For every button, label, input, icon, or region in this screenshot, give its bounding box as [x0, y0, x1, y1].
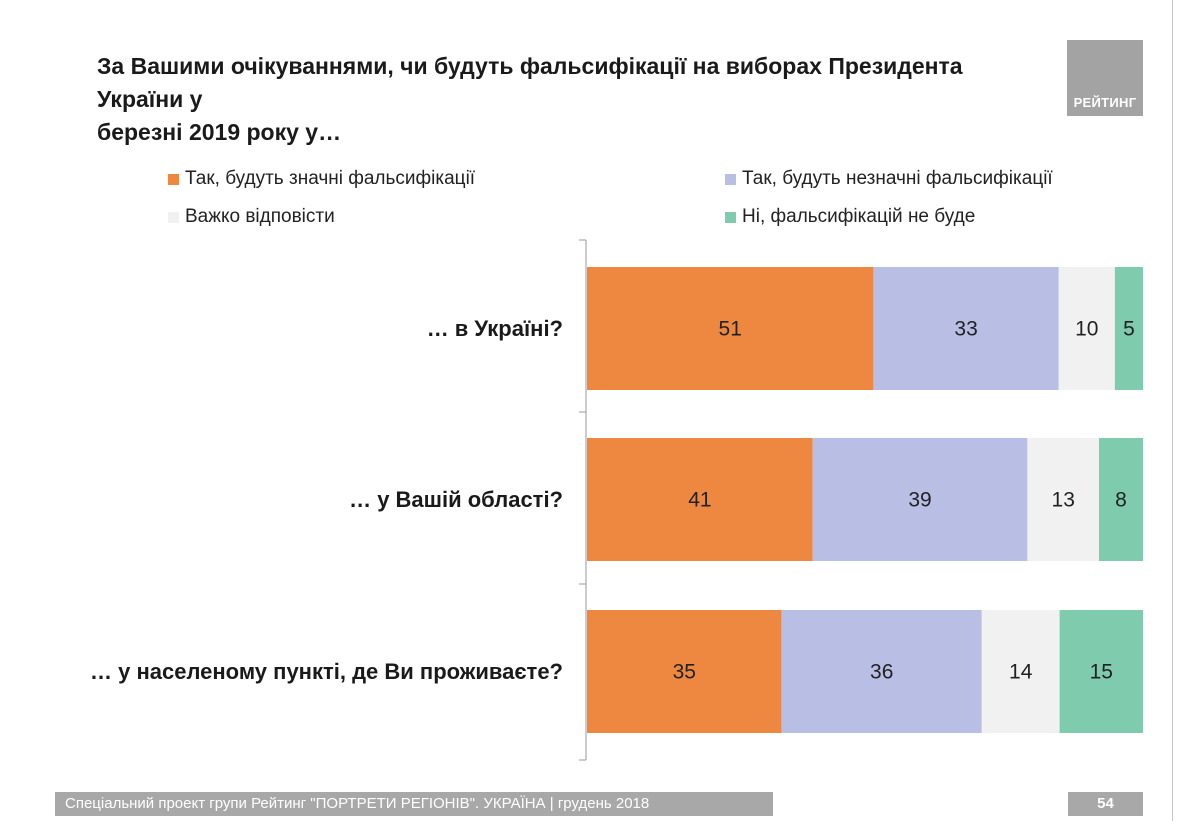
data-label-significant-0: 51 — [719, 318, 742, 341]
bar-segment-hard-to-say-2 — [981, 610, 1060, 733]
data-label-significant-2: 35 — [673, 661, 696, 684]
data-label-hard-to-say-1: 13 — [1052, 489, 1075, 512]
legend-label-significant: Так, будуть значні фальсифікації — [185, 168, 476, 189]
legend-item-none: Ні, фальсифікацій не буде — [725, 206, 975, 228]
bar-segment-none-2 — [1059, 610, 1143, 733]
bar-segment-significant-1 — [587, 438, 813, 561]
bar-segment-insignificant-1 — [812, 438, 1028, 561]
page-right-border — [1172, 0, 1173, 821]
bar-segment-hard-to-say-0 — [1058, 267, 1115, 390]
data-label-insignificant-2: 36 — [870, 661, 893, 684]
bar-segment-insignificant-0 — [873, 267, 1059, 390]
rating-logo-text: РЕЙТИНГ — [1073, 95, 1137, 110]
legend-item-hard-to-say: Важко відповісти — [168, 206, 335, 228]
legend-item-insignificant: Так, будуть незначні фальсифікації — [725, 168, 1053, 190]
legend-swatch-none — [725, 211, 736, 223]
footer-bar: Спеціальний проект групи Рейтинг "ПОРТРЕ… — [55, 792, 773, 816]
category-label-settlement: … у населеному пункті, де Ви проживаєте? — [90, 659, 563, 684]
legend-label-hard-to-say: Важко відповісти — [185, 206, 335, 227]
bar-segment-hard-to-say-1 — [1027, 438, 1099, 561]
legend-swatch-significant — [168, 173, 179, 185]
bar-segment-none-0 — [1114, 267, 1143, 390]
bar-segment-insignificant-2 — [781, 610, 982, 733]
chart-title-line-1: За Вашими очікуваннями, чи будуть фальси… — [97, 53, 963, 112]
footer-text: Спеціальний проект групи Рейтинг "ПОРТРЕ… — [65, 795, 650, 812]
data-label-hard-to-say-2: 14 — [1009, 661, 1033, 684]
data-label-none-2: 15 — [1090, 661, 1113, 684]
legend-label-insignificant: Так, будуть незначні фальсифікації — [742, 168, 1053, 189]
bar-segment-none-1 — [1099, 438, 1143, 561]
chart-title: За Вашими очікуваннями, чи будуть фальси… — [97, 50, 1047, 149]
rating-logo: РЕЙТИНГ — [1067, 40, 1143, 116]
data-label-insignificant-0: 33 — [954, 318, 977, 341]
category-label-region: … у Вашій області? — [349, 487, 563, 512]
page-number: 54 — [1068, 792, 1143, 816]
legend-swatch-hard-to-say — [168, 211, 179, 223]
data-label-significant-1: 41 — [688, 489, 711, 512]
bar-segment-significant-2 — [587, 610, 782, 733]
data-label-none-0: 5 — [1123, 318, 1135, 341]
legend-item-significant: Так, будуть значні фальсифікації — [168, 168, 475, 190]
category-label-ukraine: … в Україні? — [426, 316, 563, 341]
chart-title-line-2: березні 2019 року у… — [97, 119, 342, 145]
data-label-hard-to-say-0: 10 — [1075, 318, 1098, 341]
bar-segment-significant-0 — [587, 267, 874, 390]
data-label-none-1: 8 — [1115, 489, 1127, 512]
data-label-insignificant-1: 39 — [908, 489, 931, 512]
legend-swatch-insignificant — [725, 173, 736, 185]
legend-label-none: Ні, фальсифікацій не буде — [742, 206, 976, 227]
